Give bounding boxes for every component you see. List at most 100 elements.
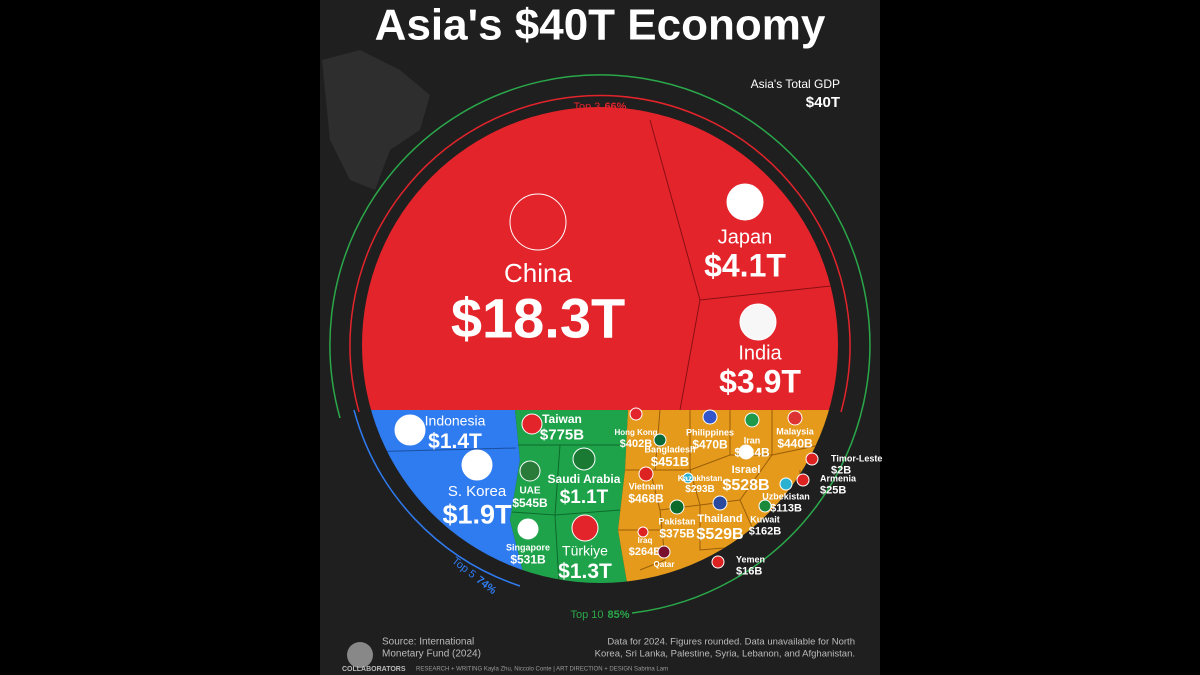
country-name: Pakistan — [658, 516, 695, 526]
flag — [653, 433, 667, 447]
country-name: Israel — [732, 464, 761, 476]
bracket-label: Top 3 66% — [574, 101, 627, 113]
country-name: Indonesia — [425, 413, 486, 429]
flag — [738, 444, 754, 460]
country-name: Bangladesh — [644, 444, 695, 454]
country-name: Hong Kong — [614, 428, 657, 437]
country-value: $468B — [628, 491, 664, 505]
country-value: $528B — [722, 477, 769, 494]
country-name: Armenia — [820, 473, 857, 483]
country-labels: China$18.3T Japan$4.1T India$3.9T Indonesia… — [394, 101, 882, 621]
country-value: $545B — [512, 496, 548, 510]
country-name: Singapore — [506, 542, 550, 552]
country-name: Kuwait — [750, 514, 780, 524]
country-value: $2B — [831, 464, 851, 476]
country-name: Saudi Arabia — [548, 472, 621, 486]
country-value: $1.9T — [442, 500, 512, 530]
brand: COLLABORATORS — [342, 666, 406, 673]
total-label: Asia's Total GDP — [751, 77, 840, 91]
flag — [796, 473, 810, 487]
country-value: $18.3T — [451, 287, 625, 350]
bracket-pct: 66% — [604, 101, 626, 113]
country-name: Japan — [718, 226, 773, 248]
country-value: $402B — [620, 438, 652, 450]
bracket-label: Top 10 85% — [570, 609, 629, 621]
country-value: $25B — [820, 484, 846, 496]
country-value: $470B — [692, 437, 728, 451]
flag — [779, 477, 793, 491]
flag — [726, 183, 764, 221]
country-value: $16B — [736, 565, 762, 577]
flag — [657, 545, 671, 559]
flag — [758, 499, 772, 513]
country-value: $3.9T — [719, 364, 801, 400]
country-value: $4.1T — [704, 248, 786, 284]
bracket-pct: 85% — [608, 609, 630, 621]
flag — [712, 495, 728, 511]
green-borders — [511, 444, 628, 583]
flag — [669, 499, 685, 515]
country-name: Philippines — [686, 427, 734, 437]
note: Data for 2024. Figures rounded. Data una… — [607, 637, 855, 648]
flag — [571, 514, 599, 542]
source: Monetary Fund (2024) — [382, 649, 481, 660]
country-value: $440B — [777, 436, 813, 450]
flag — [519, 460, 541, 482]
country-name: Türkiye — [562, 543, 608, 559]
country-name: Iraq — [638, 536, 653, 545]
top3-arc — [349, 94, 851, 413]
flag — [739, 303, 777, 341]
country-value: $529B — [696, 526, 743, 543]
flag — [521, 413, 543, 435]
map-silhouette — [322, 50, 430, 190]
flag — [572, 447, 596, 471]
country-value: $531B — [510, 552, 546, 566]
country-value: $162B — [749, 525, 781, 537]
country-name: India — [738, 342, 782, 364]
flag — [394, 414, 426, 446]
country-value: $451B — [651, 454, 689, 469]
flag — [744, 412, 760, 428]
flag — [805, 452, 819, 466]
country-name: China — [504, 258, 572, 288]
country-name: Yemen — [736, 554, 765, 564]
source: Source: International — [382, 637, 474, 648]
flag — [638, 466, 654, 482]
note: Korea, Sri Lanka, Palestine, Syria, Leba… — [595, 649, 855, 660]
country-name: S. Korea — [448, 483, 507, 500]
flag — [517, 518, 539, 540]
flag — [711, 555, 725, 569]
country-name: Uzbekistan — [762, 491, 810, 501]
country-name: Iran — [744, 435, 761, 445]
country-value: $1.3T — [558, 560, 612, 583]
flag — [509, 193, 567, 251]
flag — [787, 410, 803, 426]
top10-arc — [329, 74, 871, 614]
country-value: $264B — [629, 546, 661, 558]
top5-arc — [353, 409, 521, 587]
credits: RESEARCH + WRITING Kayla Zhu, Niccolo Co… — [416, 667, 668, 673]
country-value: $375B — [659, 526, 695, 540]
brand-logo — [347, 642, 373, 668]
country-name: Timor-Leste — [831, 453, 882, 463]
country-value: $1.4T — [428, 430, 482, 453]
bracket-name: Top 3 — [574, 101, 601, 113]
country-name: UAE — [519, 486, 540, 497]
country-value: $113B — [770, 502, 802, 514]
country-name: Qatar — [654, 560, 675, 569]
red-borders — [649, 119, 838, 411]
flag — [461, 449, 493, 481]
title: Asia's $40T Economy — [375, 1, 826, 50]
country-name: Malaysia — [776, 426, 815, 436]
flag — [702, 409, 718, 425]
flag — [682, 472, 694, 484]
total-value: $40T — [806, 94, 840, 111]
country-value: $1.1T — [560, 487, 609, 508]
region-green — [510, 410, 630, 583]
flag — [629, 407, 643, 421]
country-name: Thailand — [697, 513, 742, 525]
country-value: $293B — [685, 484, 714, 495]
country-value: $775B — [540, 427, 584, 444]
bracket-name: Top 10 — [570, 609, 603, 621]
